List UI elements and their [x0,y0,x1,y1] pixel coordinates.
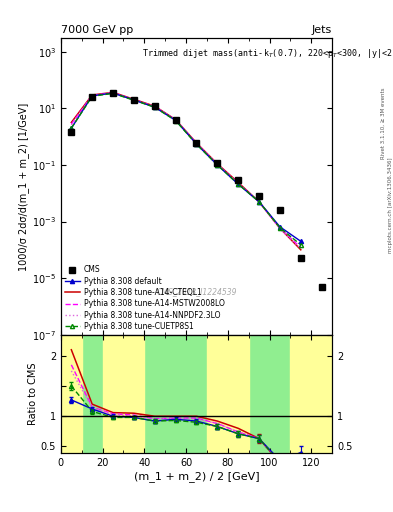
Text: Jets: Jets [312,25,332,35]
Legend: CMS, Pythia 8.308 default, Pythia 8.308 tune-A14-CTEQL1, Pythia 8.308 tune-A14-M: CMS, Pythia 8.308 default, Pythia 8.308 … [65,265,225,331]
Bar [61,335,82,453]
Text: Trimmed dijet mass(anti-k$_T$(0.7), 220<p$_T$<300, |y|<2.5): Trimmed dijet mass(anti-k$_T$(0.7), 220<… [142,47,393,60]
Text: CMS_2013_I1224539: CMS_2013_I1224539 [156,287,237,296]
Y-axis label: Ratio to CMS: Ratio to CMS [28,362,38,425]
Text: Rivet 3.1.10, ≥ 3M events: Rivet 3.1.10, ≥ 3M events [381,87,386,159]
Y-axis label: 1000/σ 2dσ/d(m_1 + m_2) [1/GeV]: 1000/σ 2dσ/d(m_1 + m_2) [1/GeV] [18,102,29,271]
Text: 7000 GeV pp: 7000 GeV pp [61,25,133,35]
Bar [290,335,332,453]
X-axis label: (m_1 + m_2) / 2 [GeV]: (m_1 + m_2) / 2 [GeV] [134,471,259,482]
Bar [103,335,144,453]
Text: mcplots.cern.ch [arXiv:1306.3436]: mcplots.cern.ch [arXiv:1306.3436] [388,157,393,252]
Bar [207,335,249,453]
